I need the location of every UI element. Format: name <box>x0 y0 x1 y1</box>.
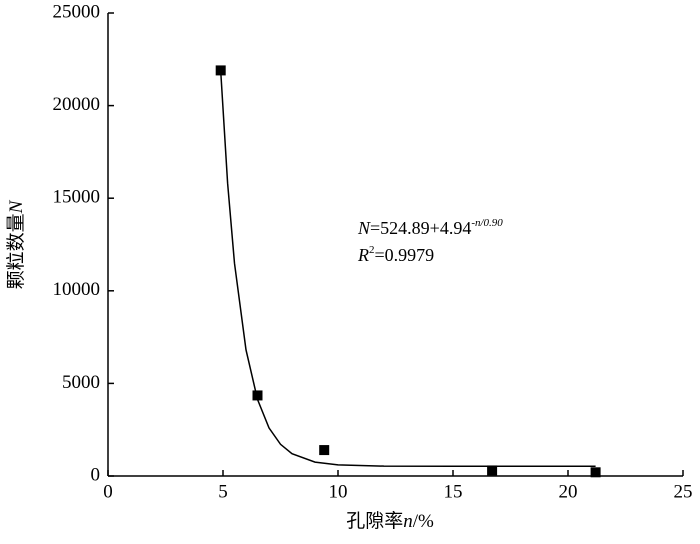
x-tick-label: 20 <box>559 481 578 502</box>
eq-var: N <box>357 218 371 238</box>
r-value: =0.9979 <box>375 245 435 265</box>
x-axis-label: 孔隙率n/% <box>346 510 434 532</box>
point <box>215 65 226 76</box>
x-tick-label: 5 <box>218 481 228 502</box>
point <box>319 445 330 456</box>
eq-exponent: -n/0.90 <box>471 217 503 229</box>
y-tick-label: 25000 <box>53 1 101 22</box>
fit-curve <box>219 70 596 468</box>
eq-body: =524.89+4.94 <box>370 218 471 238</box>
x-tick-label: 10 <box>329 481 348 502</box>
point <box>590 467 601 478</box>
y-tick-label: 20000 <box>53 94 101 115</box>
point <box>252 390 263 401</box>
x-tick-label: 25 <box>674 481 693 502</box>
x-tick-label: 15 <box>444 481 463 502</box>
y-label-var: N <box>6 199 27 214</box>
y-tick-label: 15000 <box>53 187 101 208</box>
x-tick-label: 0 <box>103 481 113 502</box>
y-tick-label: 5000 <box>62 372 100 393</box>
y-axis-label: 颗粒数量N <box>5 199 27 289</box>
r-var: R <box>357 245 369 265</box>
r-squared: R2=0.9979 <box>357 244 434 266</box>
point <box>487 465 498 476</box>
x-label-var: n <box>403 511 413 532</box>
y-tick-label: 0 <box>91 464 101 485</box>
y-label-text: 颗粒数量 <box>5 213 27 289</box>
equation: N=524.89+4.94-n/0.90 <box>357 217 503 239</box>
r-exp: 2 <box>369 244 375 256</box>
y-tick-label: 10000 <box>53 279 101 300</box>
x-label-text: 孔隙率 <box>346 510 403 532</box>
x-label-unit: /% <box>413 511 434 532</box>
